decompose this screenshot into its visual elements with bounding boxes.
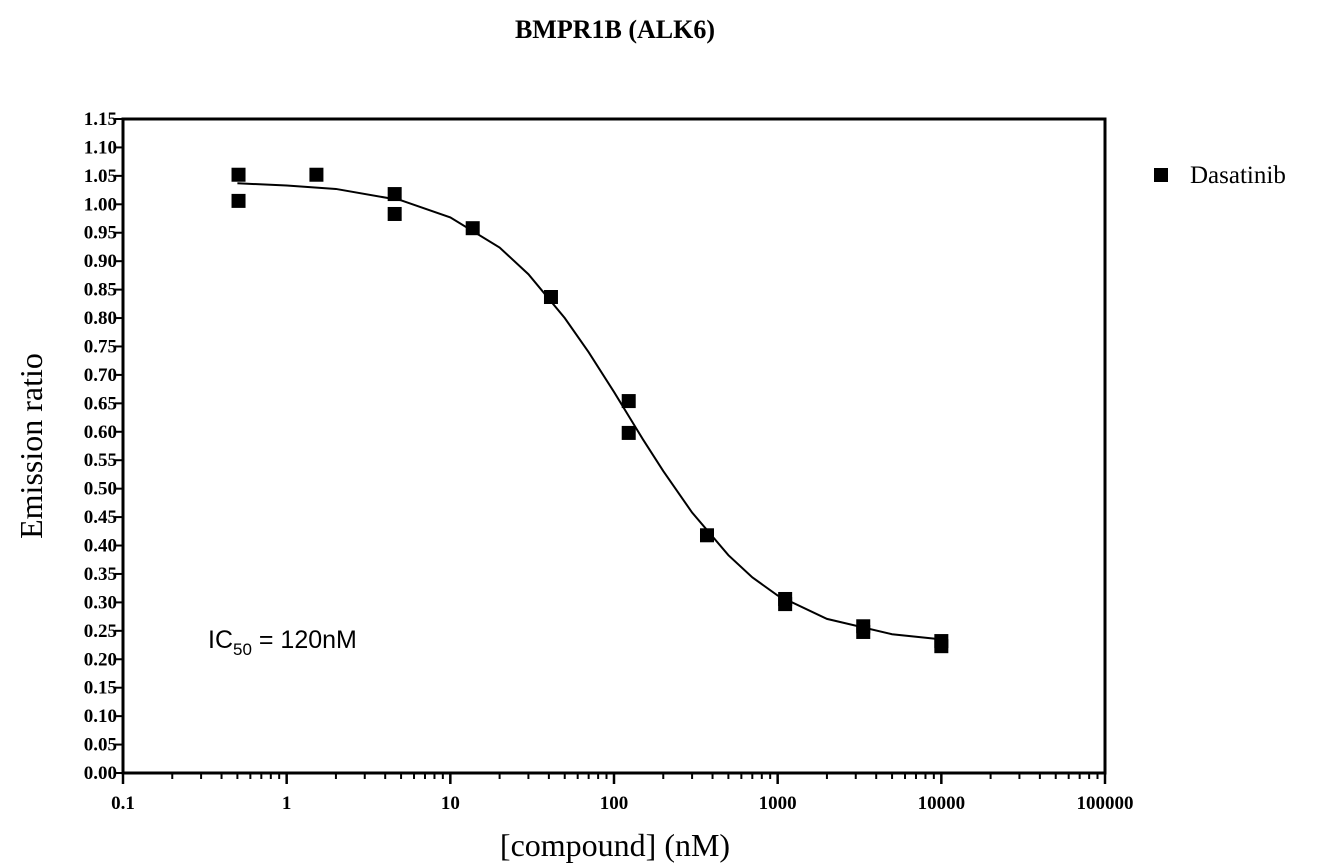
x-tick-label: 1 (282, 793, 292, 814)
data-point (934, 639, 949, 654)
x-tick-label: 10000 (918, 793, 966, 814)
y-tick-label: 1.05 (84, 166, 117, 187)
y-tick-label: 1.15 (84, 109, 117, 130)
x-axis-label: [compound] (nM) (500, 827, 730, 863)
y-tick-label: 0.90 (84, 251, 117, 272)
y-tick-label: 0.00 (84, 763, 117, 784)
chart-title: BMPR1B (ALK6) (515, 15, 715, 44)
data-point (387, 187, 402, 202)
y-tick-label: 0.75 (84, 336, 117, 357)
y-tick-label: 1.10 (84, 137, 117, 158)
data-point (387, 206, 402, 221)
data-point (309, 167, 324, 182)
y-tick-label: 0.15 (84, 678, 117, 699)
annotation-suffix: = 120nM (252, 626, 357, 654)
data-point (543, 290, 558, 305)
fit-curve (237, 182, 942, 641)
y-tick-label: 0.60 (84, 422, 117, 443)
data-point (699, 528, 714, 543)
y-tick-label: 0.45 (84, 507, 117, 528)
data-point (231, 193, 246, 208)
y-tick-label: 1.00 (84, 194, 117, 215)
y-tick-label: 0.25 (84, 621, 117, 642)
plot-frame (121, 117, 1107, 775)
y-tick-label: 0.05 (84, 735, 117, 756)
y-tick-label: 0.40 (84, 536, 117, 557)
x-tick-label: 0.1 (111, 793, 135, 814)
x-tick-label: 10 (441, 793, 460, 814)
y-tick-label: 0.70 (84, 365, 117, 386)
y-tick-label: 0.85 (84, 280, 117, 301)
data-point (231, 167, 246, 182)
legend-marker (1154, 168, 1168, 182)
y-tick-label: 0.20 (84, 649, 117, 670)
data-point (778, 597, 793, 612)
y-tick-label: 0.65 (84, 393, 117, 414)
data-point (465, 221, 480, 236)
data-point (621, 425, 636, 440)
data-point (856, 624, 871, 639)
y-tick-label: 0.50 (84, 479, 117, 500)
y-tick-label: 0.35 (84, 564, 117, 585)
annotation-text: IC (208, 626, 233, 654)
y-tick-label: 0.30 (84, 592, 117, 613)
annotation-subscript: 50 (233, 640, 252, 659)
y-tick-label: 0.95 (84, 223, 117, 244)
y-axis-label: Emission ratio (13, 353, 49, 539)
y-tick-label: 0.10 (84, 706, 117, 727)
data-point (621, 394, 636, 409)
y-tick-label: 0.80 (84, 308, 117, 329)
y-tick-label: 0.55 (84, 450, 117, 471)
x-tick-label: 100 (600, 793, 629, 814)
legend-label: Dasatinib (1190, 162, 1286, 189)
x-tick-label: 100000 (1077, 793, 1134, 814)
x-tick-label: 1000 (759, 793, 797, 814)
annotation: IC50 = 120nM (208, 626, 357, 659)
